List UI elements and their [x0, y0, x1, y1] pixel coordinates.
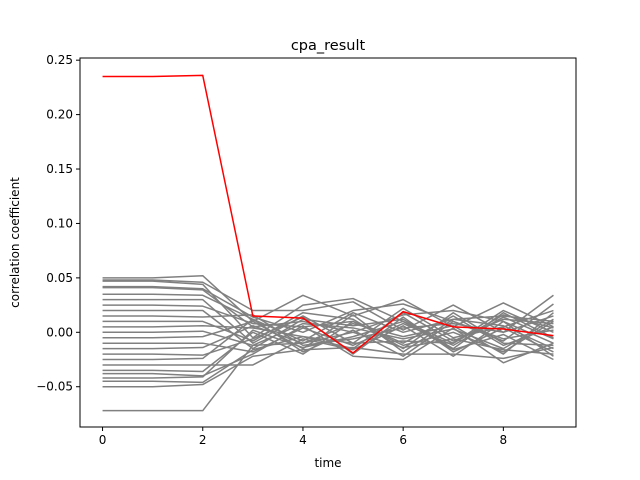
background-series-line: [102, 293, 554, 342]
y-axis-label: correlation coefficient: [8, 177, 22, 308]
y-tick-label: −0.05: [36, 380, 73, 394]
x-tick-label: 6: [399, 433, 407, 447]
highlight-series-group: [102, 74, 554, 354]
y-tick-label: 0.25: [46, 53, 73, 67]
background-series-line: [102, 314, 554, 384]
y-tick-label: 0.20: [46, 108, 73, 122]
x-tick-label: 0: [99, 433, 107, 447]
background-series-line: [102, 331, 554, 412]
background-series-line: [102, 320, 554, 366]
background-series-line: [102, 280, 554, 344]
background-series-line: [102, 279, 554, 334]
chart-title: cpa_result: [291, 38, 366, 54]
background-series-line: [102, 298, 554, 344]
background-series-group: [102, 274, 554, 412]
y-tick-label: 0.00: [46, 325, 73, 339]
y-tick-label: 0.10: [46, 216, 73, 230]
background-series-line: [102, 314, 554, 353]
x-axis-label: time: [314, 456, 341, 470]
y-tick-label: 0.05: [46, 271, 73, 285]
y-tick-label: 0.15: [46, 162, 73, 176]
background-series-line: [102, 320, 554, 379]
x-tick-label: 4: [299, 433, 307, 447]
background-series-line: [102, 325, 554, 377]
x-tick-label: 2: [199, 433, 207, 447]
x-axis-ticks: 0 2 4 6 8: [99, 427, 507, 447]
background-series-line: [102, 316, 554, 353]
y-axis-ticks: −0.05 0.00 0.05 0.10 0.15 0.20 0.25: [36, 53, 80, 394]
highlight-series-line: [102, 74, 554, 354]
background-series-line: [102, 346, 554, 388]
plot-frame: [79, 57, 577, 428]
x-tick-label: 8: [500, 433, 508, 447]
